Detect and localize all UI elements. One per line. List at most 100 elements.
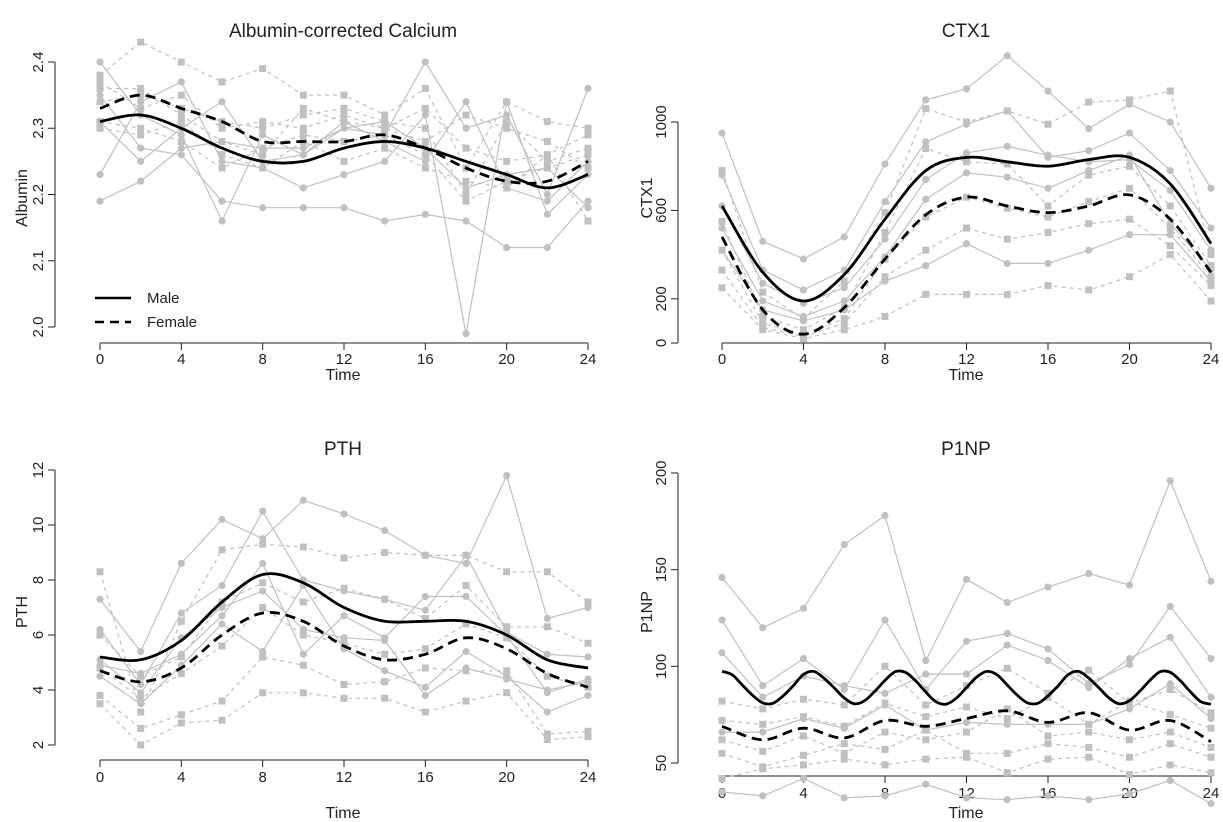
male-point <box>462 98 470 106</box>
female-point <box>421 551 429 559</box>
female-point <box>1126 771 1133 779</box>
female-point <box>381 118 389 126</box>
female-point <box>421 151 429 159</box>
female-point <box>96 692 104 699</box>
male-point <box>259 204 267 212</box>
male-point <box>922 656 930 665</box>
male-point <box>840 297 848 305</box>
female-point <box>462 144 470 152</box>
male-point <box>218 515 226 524</box>
male-point <box>1085 684 1093 692</box>
female-individual-line <box>721 187 1212 335</box>
male-point <box>543 689 551 697</box>
female-point <box>584 144 592 152</box>
male-point <box>299 204 307 212</box>
female-point <box>381 144 389 152</box>
female-point <box>800 761 807 769</box>
female-point <box>1085 171 1093 179</box>
female-point <box>718 736 726 744</box>
female-point <box>259 151 267 159</box>
female-point <box>922 213 930 221</box>
male-point <box>962 169 971 177</box>
x-tick-label: 16 <box>417 769 434 786</box>
female-point <box>1003 769 1011 777</box>
male-point <box>1166 118 1174 126</box>
female-point <box>1085 666 1093 674</box>
male-point <box>1085 796 1093 804</box>
female-point <box>881 728 889 736</box>
male-point <box>340 634 348 642</box>
male-point <box>1085 125 1093 133</box>
female-point <box>1166 740 1174 748</box>
female-point <box>259 579 267 587</box>
male-point <box>218 612 226 620</box>
female-point <box>137 725 145 732</box>
female-point <box>503 184 511 192</box>
female-point <box>1085 98 1093 106</box>
male-point <box>962 718 971 727</box>
female-point <box>299 131 307 139</box>
male-point <box>218 620 226 628</box>
male-point <box>799 655 808 663</box>
male-point <box>137 689 145 697</box>
male-point <box>1003 641 1011 649</box>
female-point <box>340 554 348 562</box>
female-point <box>718 217 726 225</box>
male-point <box>96 595 104 603</box>
female-point <box>543 623 551 631</box>
female-point <box>840 749 848 757</box>
y-tick-label: 200 <box>653 460 670 485</box>
female-point <box>963 224 970 232</box>
male-point <box>962 575 971 583</box>
female-point <box>1126 162 1133 170</box>
female-point <box>840 701 848 709</box>
male-point <box>1044 645 1052 653</box>
male-point <box>543 614 551 623</box>
male-point <box>137 177 145 185</box>
x-tick-label: 0 <box>718 351 726 368</box>
male-point <box>421 210 429 218</box>
male-point <box>759 624 767 632</box>
male-point <box>218 197 226 205</box>
male-point <box>962 637 971 645</box>
female-point <box>340 157 348 165</box>
female-point <box>340 138 348 145</box>
y-tick-label: 0 <box>653 339 670 347</box>
male-point <box>421 111 429 119</box>
male-point <box>1085 246 1093 254</box>
female-point <box>1085 198 1093 206</box>
female-point <box>381 595 389 603</box>
female-point <box>1085 286 1093 294</box>
female-point <box>421 164 429 172</box>
female-point <box>543 157 551 165</box>
female-point <box>218 642 226 650</box>
female-point <box>963 749 970 757</box>
female-point <box>584 598 592 606</box>
male-point <box>1125 581 1134 589</box>
male-point <box>462 184 470 192</box>
female-point <box>543 164 551 172</box>
male-point <box>1207 714 1215 723</box>
male-point <box>584 157 592 165</box>
female-point <box>462 697 470 705</box>
y-axis-label: P1NP <box>639 591 656 633</box>
female-point <box>881 745 889 753</box>
male-point <box>922 670 930 678</box>
y-tick-label: 2.1 <box>30 250 47 271</box>
male-point <box>799 286 808 294</box>
female-point <box>96 71 104 79</box>
male-point <box>543 210 551 218</box>
male-point <box>1085 569 1093 578</box>
male-point <box>962 794 971 802</box>
x-tick-label: 4 <box>799 785 807 802</box>
y-tick-label: 150 <box>653 557 670 582</box>
male-point <box>1166 680 1174 688</box>
female-point <box>718 266 726 274</box>
female-point <box>462 197 470 205</box>
x-tick-label: 4 <box>177 769 185 786</box>
female-point <box>1044 740 1052 748</box>
male-point <box>718 728 726 736</box>
female-point <box>340 584 348 592</box>
female-point <box>259 540 267 548</box>
y-tick-label: 4 <box>30 686 47 694</box>
